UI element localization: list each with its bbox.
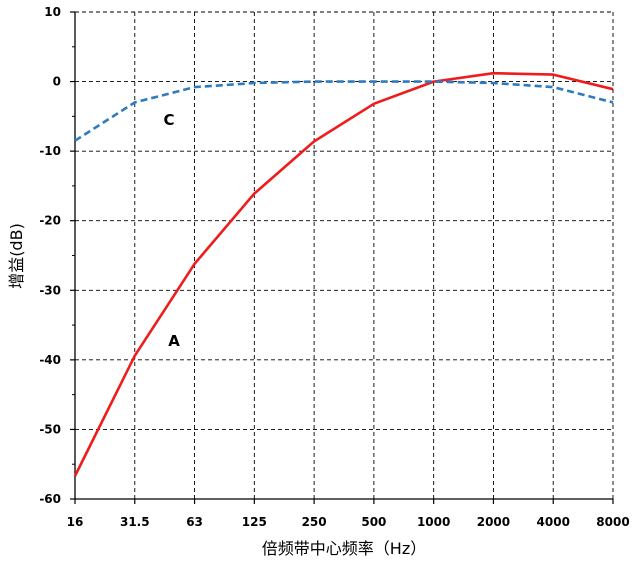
- curve-label-a: A: [168, 332, 180, 350]
- series-line-a: [75, 73, 613, 476]
- x-tick-label: 2000: [477, 515, 510, 529]
- x-tick-label: 500: [361, 515, 386, 529]
- y-tick-label: 0: [53, 75, 61, 89]
- x-tick-label: 8000: [596, 515, 629, 529]
- x-tick-label: 31.5: [120, 515, 150, 529]
- y-tick-label: -40: [39, 353, 61, 367]
- y-tick-label: -10: [39, 144, 61, 158]
- y-tick-label: -60: [39, 492, 61, 506]
- label-layer: AC: [163, 111, 180, 350]
- grid-layer: [75, 12, 613, 499]
- x-tick-label: 125: [242, 515, 267, 529]
- axis-layer: 10 0 -10 -20 -30 -40 -50 -60 16 31.5 63 125 250 500 10…: [39, 5, 629, 529]
- x-tick-label: 63: [186, 515, 203, 529]
- x-axis-title: 倍频带中心频率（Hz）: [262, 539, 426, 558]
- y-tick-label: 10: [44, 5, 61, 19]
- y-axis-title: 增益(dB): [7, 223, 26, 289]
- x-tick-label: 16: [67, 515, 84, 529]
- x-tick-label: 1000: [417, 515, 450, 529]
- series-layer: [75, 73, 613, 476]
- y-tick-label: -30: [39, 283, 61, 297]
- x-tick-label: 250: [302, 515, 327, 529]
- y-tick-label: -20: [39, 214, 61, 228]
- y-tick-label: -50: [39, 422, 61, 436]
- curve-label-c: C: [163, 111, 174, 129]
- x-tick-label: 4000: [537, 515, 570, 529]
- series-line-c: [75, 82, 613, 141]
